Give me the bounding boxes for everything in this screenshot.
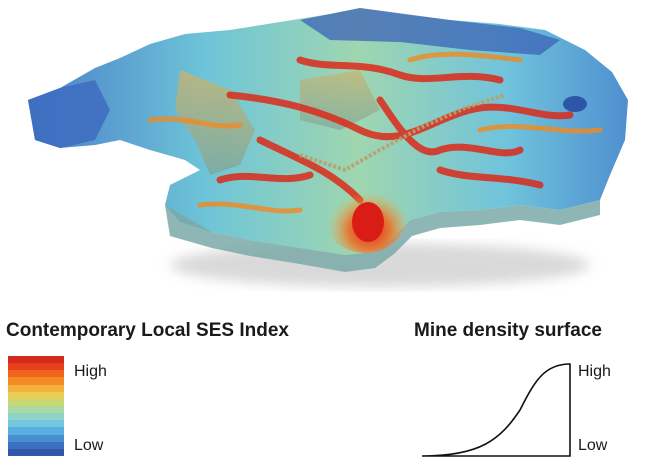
ses-low-label: Low	[74, 437, 104, 454]
surface-landmass	[28, 8, 628, 255]
ses-high-label: High	[74, 363, 107, 380]
ramp-step-4	[8, 384, 64, 392]
ramp-step-5	[8, 391, 64, 399]
ramp-step-6	[8, 398, 64, 406]
ramp-step-12	[8, 441, 64, 449]
north-low-zone	[300, 8, 560, 55]
ramp-step-1	[8, 363, 64, 371]
mine-low-label: Low	[578, 437, 608, 454]
mine-high-label: High	[578, 363, 611, 380]
ramp-step-7	[8, 405, 64, 414]
mine-legend-title: Mine density surface	[414, 320, 602, 341]
high-ses-secondary	[147, 51, 603, 214]
ramp-step-3	[8, 377, 64, 385]
density-sigmoid-line	[421, 363, 571, 457]
mine-density-curve	[421, 363, 571, 457]
3d-ses-surface-map	[28, 8, 628, 287]
surface-wall-south	[165, 200, 600, 272]
ridge-west	[175, 70, 255, 175]
ses-legend-title: Contemporary Local SES Index	[6, 320, 289, 341]
ramp-step-9	[8, 420, 64, 428]
lake	[563, 96, 587, 112]
ses-color-ramp	[8, 356, 64, 456]
ramp-step-0	[8, 356, 64, 364]
west-peninsula	[28, 80, 110, 148]
urban-peak	[352, 202, 384, 242]
ramp-step-13	[8, 448, 64, 456]
ramp-step-10	[8, 427, 64, 435]
mine-density-spine	[299, 93, 506, 173]
ramp-step-8	[8, 413, 64, 421]
ramp-step-11	[8, 434, 64, 442]
ramp-step-2	[8, 370, 64, 378]
